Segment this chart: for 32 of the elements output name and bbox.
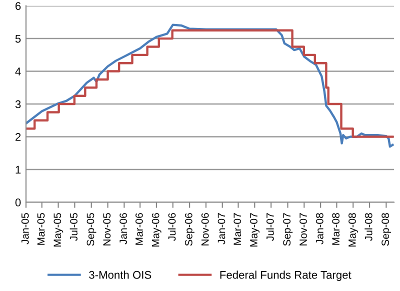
x-tick-label: Mar-07 [234,213,242,245]
x-tick-label: Jul-08 [364,213,372,241]
legend-label: 3-Month OIS [89,270,152,279]
x-tick-label: Jul-07 [266,213,274,241]
y-tick-label: 2 [16,133,21,141]
y-tick-label: 3 [15,100,21,108]
y-tick-label: 5 [15,34,21,43]
x-tick-label: Sep-07 [283,213,293,246]
x-tick-label: Sep-06 [184,213,194,246]
x-tick-label: Nov-05 [103,213,111,246]
y-tick-label: 0 [15,198,21,206]
y-tick-label: 4 [15,68,21,76]
x-tick-label: Mar-05 [37,213,45,245]
x-tick-label: Mar-08 [332,213,340,245]
x-tick-label: Sep-08 [382,213,392,246]
x-tick-label: May-08 [348,213,358,247]
x-tick-label: May-06 [152,213,162,247]
x-tick-label: May-07 [250,213,260,247]
y-tick-label: 1 [16,166,21,174]
x-tick-label: Jan-07 [218,213,226,244]
x-tick-label: May-05 [54,213,64,247]
x-tick-label: Sep-05 [86,213,96,246]
x-tick-label: Jul-05 [70,213,78,241]
x-tick-label: Nov-06 [201,213,209,246]
x-tick-label: Jul-06 [168,213,176,241]
x-tick-label: Mar-06 [135,213,143,245]
legend-label: Federal Funds Rate Target [220,270,352,281]
x-tick-label: Nov-07 [300,213,307,246]
x-tick-label: Jan-06 [120,213,127,244]
y-tick-label: 6 [16,2,21,10]
x-tick-label: Jan-08 [316,213,324,244]
x-tick-label: Jan-05 [21,213,29,244]
